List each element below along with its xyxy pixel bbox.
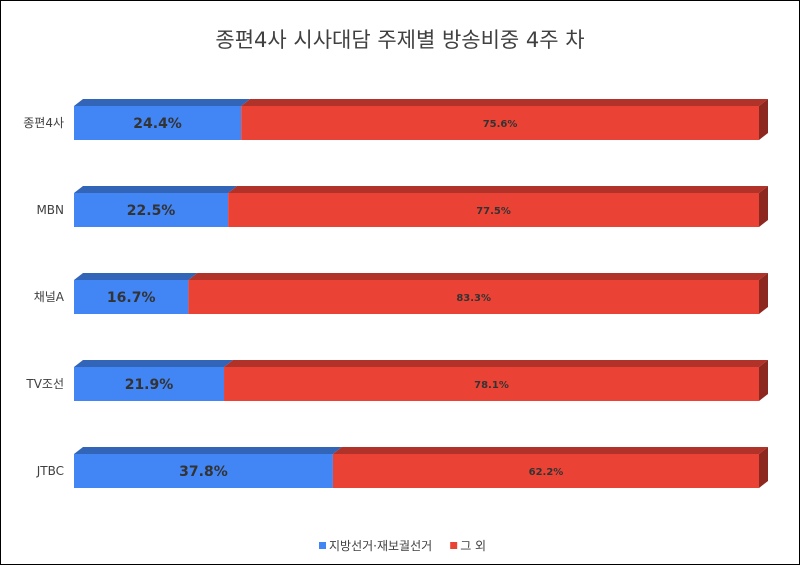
data-label: 77.5% xyxy=(476,206,511,217)
bar-top-face xyxy=(74,360,234,367)
bar-side-face xyxy=(759,447,768,488)
data-label: 37.8% xyxy=(179,464,228,480)
data-label: 78.1% xyxy=(474,380,509,391)
bar-segment xyxy=(188,280,759,314)
legend-swatch xyxy=(319,542,326,549)
bar-segment xyxy=(228,193,759,227)
bar-side-face xyxy=(759,360,768,401)
bar-top-face xyxy=(74,99,251,106)
bar-segment xyxy=(332,454,759,488)
bar-top-face xyxy=(228,186,768,193)
data-label: 62.2% xyxy=(529,467,564,478)
bar-segment xyxy=(74,280,189,314)
bar-segment xyxy=(74,106,242,140)
legend: 지방선거·재보궐선거 그 외 xyxy=(319,539,486,553)
category-label: JTBC xyxy=(36,464,64,478)
legend-swatch xyxy=(450,542,458,549)
data-label: 24.4% xyxy=(133,116,182,132)
bar-segment xyxy=(74,454,333,488)
legend-entry: 그 외 xyxy=(460,539,486,553)
chart-title: 종편4사 시사대담 주제별 방송비중 4주 차 xyxy=(215,28,584,52)
data-label: 83.3% xyxy=(456,293,491,304)
category-label: 종편4사 xyxy=(23,116,64,130)
bar-segment xyxy=(74,193,229,227)
data-label: 22.5% xyxy=(127,203,176,219)
bar-top-face xyxy=(332,447,768,454)
bar-side-face xyxy=(759,273,768,314)
bar-segment xyxy=(224,367,759,401)
bar-segment xyxy=(74,367,225,401)
bar-top-face xyxy=(74,447,342,454)
data-label: 16.7% xyxy=(107,290,156,306)
bar-top-face xyxy=(188,273,768,280)
category-label: TV조선 xyxy=(25,377,64,391)
bar-side-face xyxy=(759,186,768,227)
bar-segment xyxy=(241,106,759,140)
bar-top-face xyxy=(74,273,198,280)
bar-top-face xyxy=(241,99,768,106)
data-label: 75.6% xyxy=(483,119,518,130)
bar-side-face xyxy=(759,99,768,140)
bars-group: 종편4사 24.4% 75.6% MBN 22.5% 77.5% 채널A 16.7% 83.3%… xyxy=(23,99,768,488)
bar-top-face xyxy=(74,186,238,193)
legend-entry: 지방선거·재보궐선거 xyxy=(329,539,432,553)
bar-top-face xyxy=(224,360,768,367)
category-label: 채널A xyxy=(34,290,65,304)
data-label: 21.9% xyxy=(125,377,174,393)
category-label: MBN xyxy=(36,203,64,217)
